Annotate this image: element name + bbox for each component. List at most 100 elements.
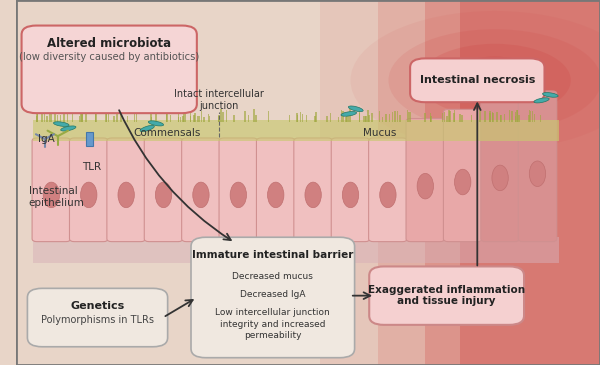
Bar (108, 113, 109, 122)
Bar (479, 110, 481, 122)
Bar (36, 111, 38, 122)
Bar (446, 116, 448, 122)
Bar (314, 116, 316, 122)
FancyBboxPatch shape (219, 138, 257, 242)
Bar (51, 110, 52, 122)
Bar (54, 112, 56, 122)
FancyBboxPatch shape (331, 138, 370, 242)
Bar (85, 112, 87, 122)
Bar (347, 113, 348, 122)
FancyBboxPatch shape (144, 138, 183, 242)
Ellipse shape (230, 182, 247, 208)
Bar (367, 110, 369, 122)
Ellipse shape (350, 11, 600, 150)
Bar (517, 110, 518, 122)
Bar (268, 111, 269, 122)
Bar (528, 115, 530, 122)
Bar (170, 115, 171, 122)
Bar (378, 0, 600, 365)
Bar (184, 114, 185, 122)
Bar (105, 113, 107, 122)
Bar (195, 113, 196, 122)
Bar (182, 116, 184, 122)
Bar (518, 115, 520, 122)
Bar (511, 111, 513, 122)
Bar (151, 116, 152, 122)
Bar (364, 116, 365, 122)
Bar (530, 111, 531, 122)
FancyBboxPatch shape (70, 138, 108, 242)
Text: Genetics: Genetics (70, 301, 125, 311)
Bar (185, 114, 186, 122)
Text: Mucus: Mucus (364, 128, 397, 138)
FancyBboxPatch shape (443, 110, 482, 242)
Bar (106, 111, 107, 122)
Bar (346, 116, 347, 122)
Ellipse shape (417, 173, 433, 199)
Ellipse shape (80, 182, 97, 208)
Bar (113, 116, 115, 122)
Bar (430, 116, 431, 122)
Bar (67, 110, 68, 122)
Bar (82, 114, 83, 122)
Text: (low diversity caused by antibiotics): (low diversity caused by antibiotics) (19, 51, 199, 62)
Bar (326, 116, 328, 122)
Bar (409, 112, 410, 122)
Bar (517, 110, 518, 122)
Bar (256, 115, 257, 122)
Bar (529, 110, 530, 122)
Bar (492, 113, 494, 122)
Bar (515, 116, 517, 122)
Bar (56, 115, 58, 122)
Ellipse shape (534, 98, 549, 103)
Bar (341, 110, 342, 122)
Bar (180, 117, 181, 122)
Bar (127, 116, 128, 122)
Text: Decreased mucus: Decreased mucus (232, 272, 313, 281)
Bar (193, 115, 194, 122)
Bar (389, 114, 390, 122)
Bar (449, 111, 451, 122)
Bar (244, 111, 246, 122)
Ellipse shape (343, 182, 359, 208)
Text: Polymorphisms in TLRs: Polymorphisms in TLRs (41, 315, 154, 326)
Bar (305, 115, 307, 122)
Bar (425, 0, 600, 365)
Bar (345, 117, 347, 122)
Bar (289, 115, 290, 122)
Ellipse shape (43, 182, 59, 208)
Ellipse shape (455, 169, 471, 195)
Bar (36, 116, 37, 122)
FancyBboxPatch shape (410, 58, 544, 102)
Bar (134, 111, 135, 122)
Bar (392, 112, 393, 122)
Bar (448, 110, 450, 122)
Bar (300, 112, 301, 122)
Bar (166, 112, 167, 122)
Text: Intestinal necrosis: Intestinal necrosis (419, 75, 535, 85)
Bar (394, 111, 395, 122)
Bar (444, 112, 445, 122)
FancyBboxPatch shape (518, 91, 557, 242)
FancyBboxPatch shape (107, 138, 145, 242)
Bar (454, 113, 455, 122)
Bar (223, 112, 224, 122)
FancyBboxPatch shape (182, 138, 220, 242)
Text: Exaggerated inflammation
and tissue injury: Exaggerated inflammation and tissue inju… (368, 285, 525, 307)
Bar (316, 112, 317, 122)
Bar (209, 116, 210, 122)
Bar (400, 115, 401, 122)
FancyBboxPatch shape (256, 138, 295, 242)
Text: Intact intercellular
junction: Intact intercellular junction (174, 89, 264, 111)
Bar (540, 115, 541, 122)
Ellipse shape (118, 182, 134, 208)
Bar (81, 110, 83, 122)
Bar (253, 110, 255, 122)
Bar (500, 115, 502, 122)
Ellipse shape (155, 182, 172, 208)
Bar (95, 115, 97, 122)
Bar (80, 111, 81, 122)
Text: Low intercellular junction
integrity and increased
permeability: Low intercellular junction integrity and… (215, 308, 330, 339)
Bar (178, 117, 179, 122)
FancyBboxPatch shape (481, 100, 520, 242)
